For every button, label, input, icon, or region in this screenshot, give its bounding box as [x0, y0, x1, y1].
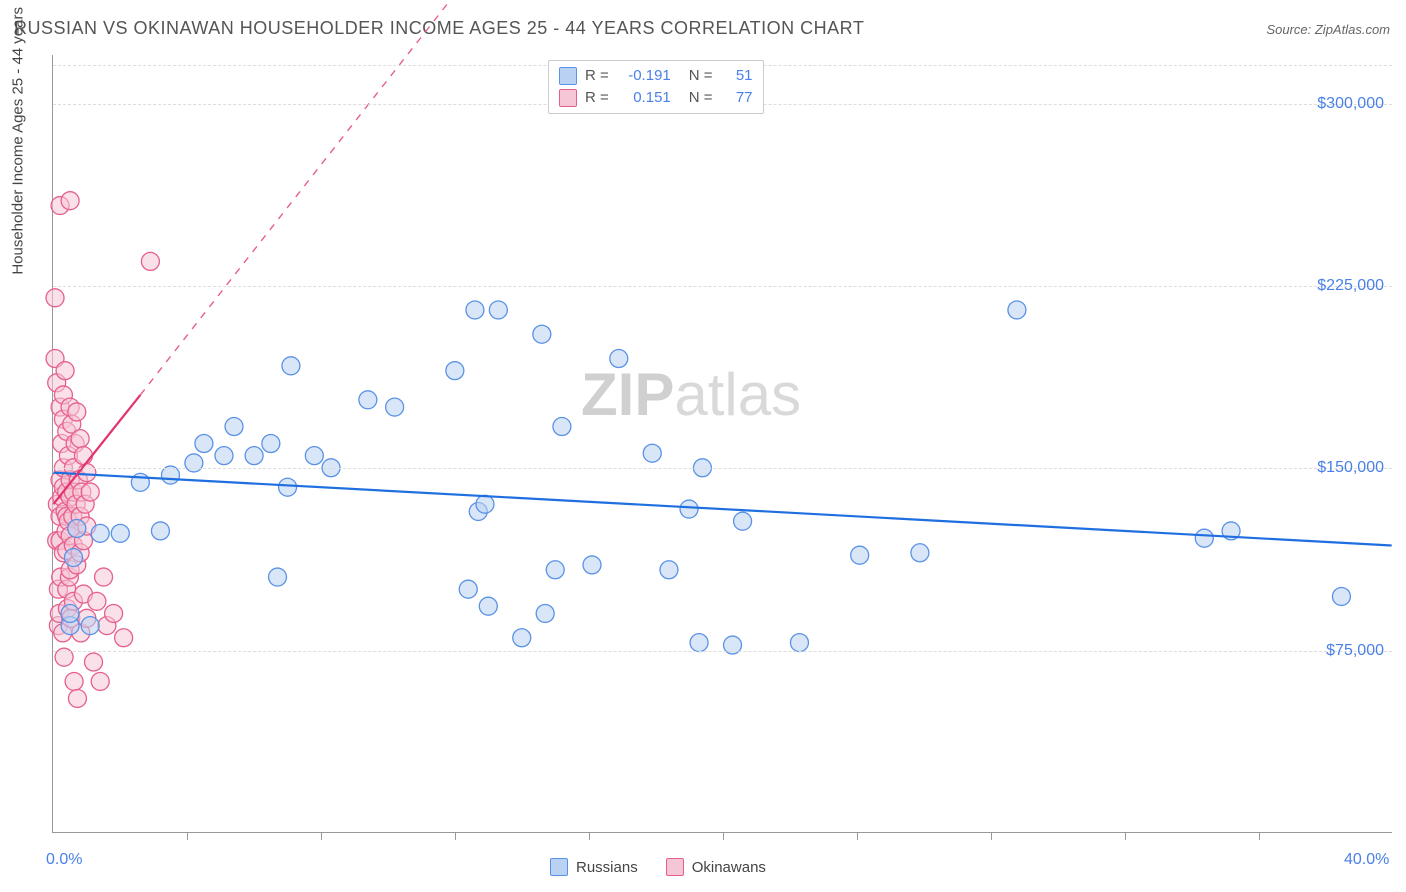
r-value: 0.151: [619, 87, 671, 109]
grid-line: [53, 651, 1392, 652]
legend-item: Okinawans: [666, 858, 766, 876]
stats-row: R = -0.191 N = 51: [559, 65, 753, 87]
grid-line: [53, 286, 1392, 287]
chart-title: RUSSIAN VS OKINAWAN HOUSEHOLDER INCOME A…: [14, 18, 864, 39]
source-attribution: Source: ZipAtlas.com: [1266, 22, 1390, 37]
legend-label: Okinawans: [692, 859, 766, 876]
series-legend: Russians Okinawans: [550, 858, 766, 876]
y-tick-label: $75,000: [1326, 642, 1384, 660]
grid-line: [53, 468, 1392, 469]
n-label: N =: [689, 65, 713, 87]
x-axis-min-label: 0.0%: [46, 851, 82, 869]
x-tick: [1259, 832, 1260, 840]
r-label: R =: [585, 65, 609, 87]
x-tick: [857, 832, 858, 840]
x-tick: [1125, 832, 1126, 840]
y-axis-title: Householder Income Ages 25 - 44 years: [10, 7, 27, 275]
series-swatch: [666, 858, 684, 876]
r-label: R =: [585, 87, 609, 109]
chart-plot-area: ZIPatlas $75,000$150,000$225,000$300,000: [52, 55, 1392, 833]
y-tick-label: $300,000: [1317, 95, 1384, 113]
x-tick: [723, 832, 724, 840]
legend-label: Russians: [576, 859, 638, 876]
x-tick: [589, 832, 590, 840]
x-axis-max-label: 40.0%: [1344, 851, 1389, 869]
y-tick-label: $225,000: [1317, 277, 1384, 295]
series-swatch: [559, 67, 577, 85]
x-tick: [455, 832, 456, 840]
stats-legend: R = -0.191 N = 51 R = 0.151 N = 77: [548, 60, 764, 114]
n-label: N =: [689, 87, 713, 109]
series-swatch: [559, 89, 577, 107]
r-value: -0.191: [619, 65, 671, 87]
stats-row: R = 0.151 N = 77: [559, 87, 753, 109]
series-swatch: [550, 858, 568, 876]
n-value: 77: [723, 87, 753, 109]
x-tick: [321, 832, 322, 840]
x-tick: [991, 832, 992, 840]
legend-item: Russians: [550, 858, 638, 876]
chart-svg-layer: [53, 55, 1392, 832]
n-value: 51: [723, 65, 753, 87]
y-tick-label: $150,000: [1317, 459, 1384, 477]
x-tick: [187, 832, 188, 840]
